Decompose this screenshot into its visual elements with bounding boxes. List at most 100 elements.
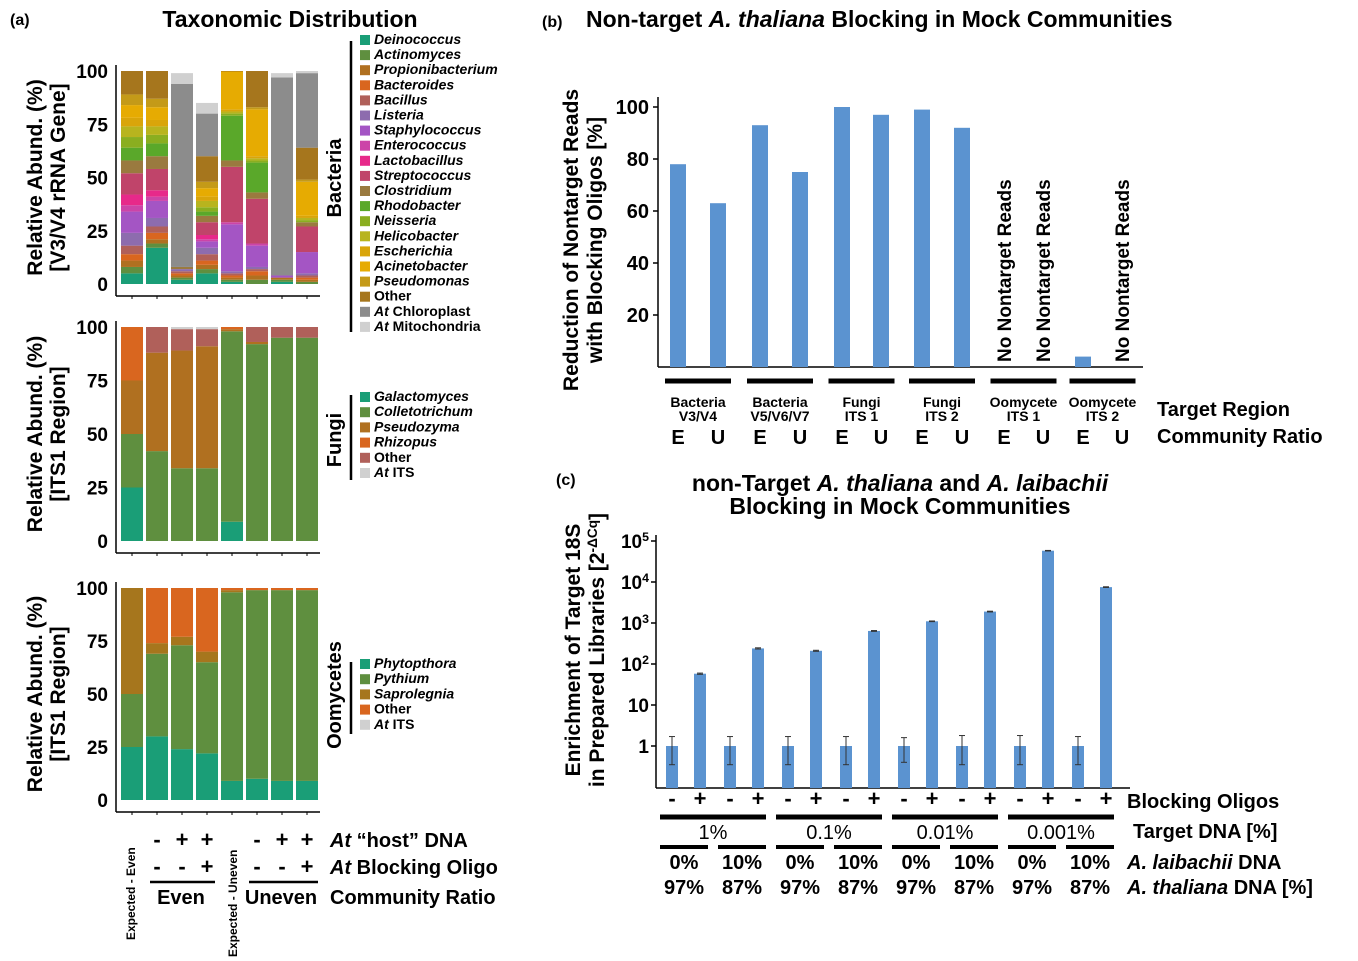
bar — [752, 125, 768, 367]
y-tick-label: 100 — [616, 97, 649, 119]
legend-item: Actinomyces — [373, 46, 461, 62]
y-tick-label: 60 — [627, 201, 649, 223]
y-tick-label: 80 — [627, 149, 649, 171]
stack-segment-oomycetes — [146, 653, 168, 737]
laibachii-row-label: A. laibachii DNA — [1126, 852, 1281, 874]
stack-segment-bacteria — [246, 71, 268, 108]
legend-swatch — [360, 186, 370, 196]
oligo-sign: - — [1074, 786, 1081, 811]
community-ratio-row-label: Community Ratio — [1157, 426, 1323, 448]
y-axis-label: with Blocking Oligos [%] — [584, 117, 607, 364]
stack-segment-bacteria — [171, 73, 193, 84]
oligo-sign: - — [726, 786, 733, 811]
legend-item: At Mitochondria — [373, 318, 481, 334]
stack-segment-bacteria — [146, 243, 168, 248]
blocking-oligo-sign: - — [278, 854, 285, 879]
y-tick-label: 40 — [627, 253, 649, 275]
stack-segment-bacteria — [296, 222, 318, 227]
stack-segment-bacteria — [121, 117, 143, 127]
y-tick-label: 50 — [87, 685, 108, 706]
ratio-letter: E — [835, 427, 848, 449]
legend-swatch — [360, 291, 370, 302]
stack-segment-bacteria — [271, 275, 293, 278]
bar — [1042, 550, 1054, 788]
stack-segment-bacteria — [196, 181, 218, 189]
ratio-letter: E — [1076, 427, 1089, 449]
oligo-sign: + — [868, 786, 881, 811]
stack-segment-bacteria — [146, 226, 168, 233]
stack-segment-oomycetes — [171, 588, 193, 637]
y-tick-label: 0 — [97, 532, 108, 553]
y-axis-label: [ITS1 Region] — [47, 626, 70, 761]
stack-segment-oomycetes — [296, 588, 318, 591]
legend-item: Neisseria — [374, 212, 436, 228]
stack-segment-bacteria — [121, 71, 143, 95]
bar — [956, 746, 968, 788]
oligo-sign: - — [842, 786, 849, 811]
stack-segment-fungi — [221, 521, 243, 541]
thaliana-value: 87% — [954, 877, 994, 899]
stack-segment-oomycetes — [121, 747, 143, 800]
stack-segment-bacteria — [296, 252, 318, 274]
y-tick-label: 105 — [621, 530, 649, 553]
stack-segment-oomycetes — [296, 780, 318, 800]
legend-item: Staphylococcus — [374, 122, 482, 138]
stack-segment-oomycetes — [271, 588, 293, 591]
y-tick-label: 25 — [87, 479, 109, 500]
y-tick-label: 20 — [627, 305, 649, 327]
legend-item: Pseudomonas — [374, 273, 470, 289]
stack-segment-bacteria — [221, 71, 243, 110]
stack-segment-bacteria — [246, 198, 268, 244]
stack-segment-bacteria — [221, 115, 243, 161]
bar — [694, 673, 706, 788]
y-tick-label: 102 — [621, 653, 649, 676]
stack-segment-bacteria — [196, 211, 218, 216]
stack-segment-bacteria — [196, 156, 218, 182]
bar — [666, 746, 678, 788]
bar — [840, 746, 852, 788]
target-dna-label: 1% — [699, 822, 728, 844]
y-axis-label: Relative Abund. (%) — [24, 596, 47, 792]
y-tick-label: 100 — [76, 318, 108, 339]
ratio-letter: U — [1115, 427, 1129, 449]
legend-item: Pythium — [374, 670, 429, 686]
bar — [1014, 746, 1026, 788]
ratio-letter: U — [1036, 427, 1050, 449]
host-dna-sign: + — [176, 827, 189, 852]
legend-swatch — [360, 65, 370, 76]
blocking-oligo-sign: - — [153, 854, 160, 879]
legend-swatch — [360, 437, 370, 448]
stack-segment-bacteria — [221, 277, 243, 280]
host-dna-sign: - — [253, 827, 260, 852]
stack-segment-bacteria — [296, 275, 318, 278]
stack-segment-fungi — [271, 337, 293, 541]
y-tick-label: 104 — [621, 571, 649, 594]
stack-segment-bacteria — [246, 158, 268, 161]
stack-segment-bacteria — [146, 239, 168, 244]
stack-segment-bacteria — [296, 181, 318, 216]
bar — [926, 621, 938, 788]
stack-segment-bacteria — [271, 281, 293, 284]
stack-segment-bacteria — [146, 107, 168, 120]
stack-segment-bacteria — [271, 73, 293, 78]
stack-segment-bacteria — [271, 277, 293, 280]
thaliana-value: 97% — [664, 877, 704, 899]
target-region-label: ITS 1 — [845, 408, 879, 424]
stack-segment-fungi — [246, 344, 268, 541]
stack-segment-bacteria — [146, 200, 168, 218]
stack-segment-fungi — [121, 380, 143, 434]
target-region-label: Bacteria — [752, 394, 807, 410]
stack-segment-bacteria — [196, 207, 218, 212]
stack-segment-bacteria — [121, 173, 143, 195]
stack-segment-bacteria — [246, 279, 268, 284]
stack-segment-fungi — [146, 451, 168, 541]
stack-segment-oomycetes — [171, 749, 193, 800]
stack-segment-bacteria — [121, 260, 143, 267]
y-tick-label: 50 — [87, 425, 108, 446]
legend-item: Escherichia — [374, 242, 453, 258]
legend-item: Deinococcus — [374, 31, 461, 47]
stack-segment-fungi — [171, 329, 193, 351]
stack-segment-bacteria — [121, 147, 143, 161]
stack-segment-fungi — [196, 346, 218, 469]
legend-swatch — [360, 261, 370, 272]
